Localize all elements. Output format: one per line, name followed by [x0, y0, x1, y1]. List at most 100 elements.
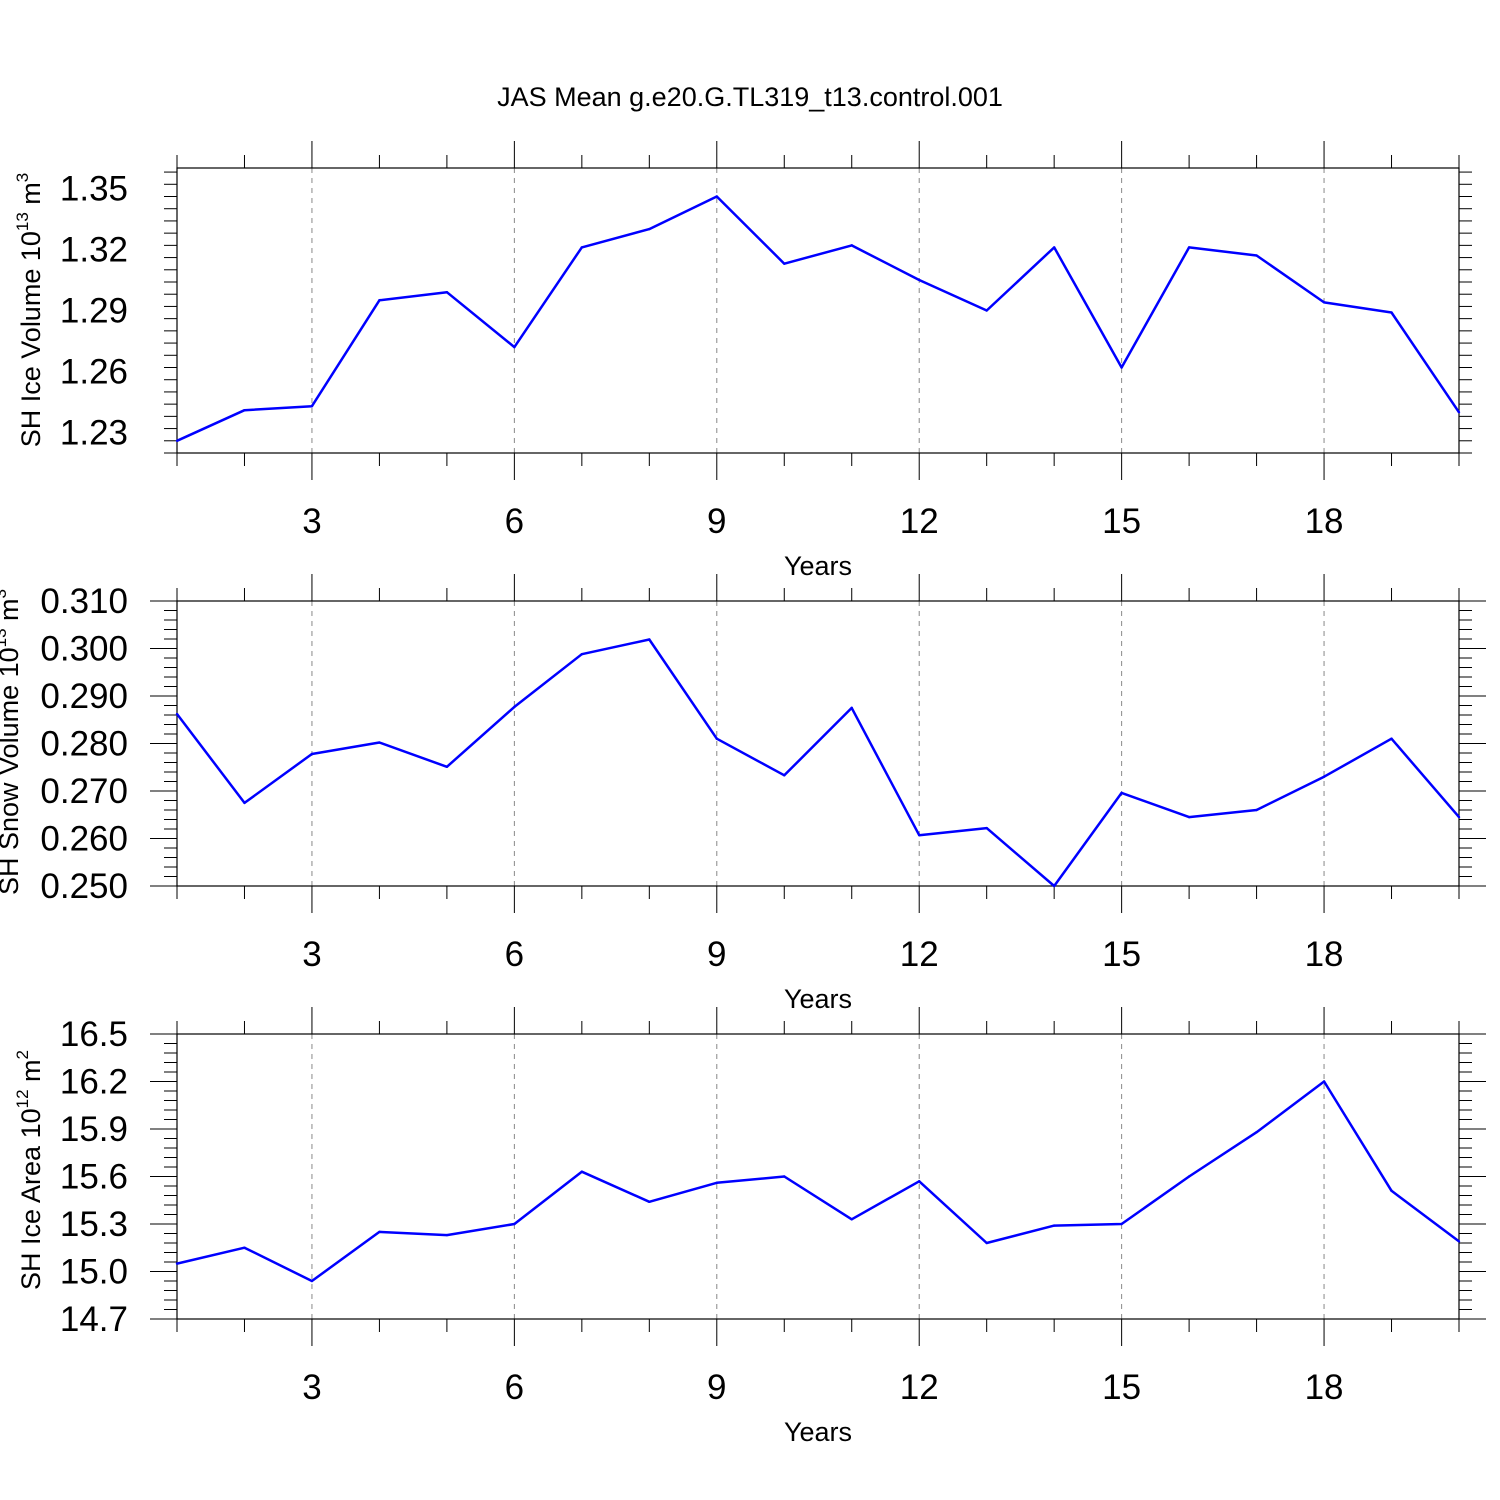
y-tick-label: 15.3 — [60, 1205, 128, 1244]
data-point — [648, 227, 651, 231]
data-point — [850, 1218, 853, 1221]
data-point — [580, 246, 584, 249]
x-tick-label: 3 — [302, 935, 321, 974]
data-point — [1457, 815, 1461, 819]
x-tick-label: 15 — [1102, 1368, 1141, 1407]
panel-1: 1.23 1.26 1.29 1.32 1.35 3 6 9 12 15 18 Years SH Ice… — [13, 141, 1472, 581]
data-point — [243, 801, 246, 805]
y-axis-label: SH Ice Area 1012 m2 — [13, 1050, 46, 1290]
data-point — [310, 752, 314, 756]
data-point — [175, 1262, 179, 1265]
panel-2: 0.250 0.260 0.270 0.280 0.290 0.300 0.310 3 6 9 12… — [0, 574, 1486, 1014]
data-point — [1120, 1222, 1123, 1226]
y-tick-label: 0.260 — [40, 820, 128, 859]
series-line — [176, 638, 1460, 888]
x-tick-label: 15 — [1102, 502, 1141, 541]
data-point — [985, 1241, 988, 1245]
y-tick-label: 1.23 — [60, 414, 128, 453]
data-point — [985, 826, 988, 830]
y-tick-label: 0.310 — [40, 582, 128, 621]
data-point — [378, 741, 381, 744]
data-point — [1457, 1240, 1461, 1243]
y-tick-label: 0.270 — [40, 772, 128, 811]
x-tick-label: 6 — [505, 1368, 524, 1407]
data-point — [580, 653, 584, 656]
y-tick-label: 15.0 — [60, 1253, 128, 1292]
data-point — [378, 299, 381, 302]
y-tick-label: 0.250 — [40, 867, 128, 906]
data-point — [850, 244, 853, 247]
x-axis-label: Years — [784, 984, 852, 1014]
data-point — [1322, 775, 1326, 778]
x-tick-label: 12 — [900, 1368, 939, 1407]
data-point — [243, 1246, 246, 1249]
data-point — [783, 1175, 786, 1178]
data-point — [1322, 1080, 1326, 1083]
data-point — [243, 409, 246, 412]
data-point — [918, 1180, 921, 1183]
x-tick-label: 3 — [302, 502, 321, 541]
data-point — [1390, 737, 1393, 740]
y-tick-label: 15.9 — [60, 1110, 128, 1149]
panels: 1.23 1.26 1.29 1.32 1.35 3 6 9 12 15 18 Years SH Ice… — [0, 141, 1486, 1447]
y-tick-label: 0.300 — [40, 630, 128, 669]
x-tick-label: 6 — [505, 935, 524, 974]
data-point — [918, 278, 921, 282]
panel-3: 14.7 15.0 15.3 15.6 15.9 16.2 16.5 3 6 9 12 15 18 Yea… — [13, 1007, 1486, 1447]
data-point — [1187, 1175, 1191, 1178]
data-point — [648, 1200, 651, 1204]
plot-frame — [176, 167, 1460, 454]
y-tick-label: 1.26 — [60, 353, 128, 392]
y-tick-label: 0.290 — [40, 677, 128, 716]
figure-title: JAS Mean g.e20.G.TL319_t13.control.001 — [497, 82, 1003, 112]
data-point — [648, 638, 651, 641]
data-point — [1120, 366, 1123, 369]
y-axis-label: SH Snow Volume 1013 m3 — [0, 589, 24, 895]
data-point — [1255, 254, 1258, 257]
x-axis-label: Years — [784, 1417, 852, 1447]
data-point — [1255, 1130, 1258, 1134]
x-axis-label: Years — [784, 551, 852, 581]
y-tick-label: 15.6 — [60, 1158, 128, 1197]
data-point — [513, 1222, 516, 1226]
x-tick-label: 9 — [707, 502, 726, 541]
x-tick-label: 12 — [900, 935, 939, 974]
x-tick-label: 12 — [900, 502, 939, 541]
data-point — [715, 1181, 718, 1185]
data-point — [175, 712, 179, 716]
y-tick-label: 0.280 — [40, 725, 128, 764]
y-tick-label: 1.32 — [60, 230, 128, 269]
data-point — [378, 1230, 381, 1234]
y-tick-label: 1.35 — [60, 169, 128, 208]
x-tick-label: 15 — [1102, 935, 1141, 974]
data-point — [1457, 411, 1461, 414]
data-point — [1390, 1189, 1393, 1192]
x-tick-label: 18 — [1305, 502, 1344, 541]
data-point — [445, 1233, 449, 1237]
y-tick-label: 16.2 — [60, 1063, 128, 1102]
data-point — [310, 1279, 314, 1283]
data-point — [513, 345, 516, 349]
plot-frame — [176, 1033, 1460, 1320]
x-tick-label: 9 — [707, 1368, 726, 1407]
x-tick-label: 9 — [707, 935, 726, 974]
y-tick-label: 1.29 — [60, 292, 128, 331]
data-point — [1187, 815, 1191, 819]
data-point — [918, 833, 921, 837]
data-point — [513, 705, 516, 709]
series-line — [176, 195, 1461, 442]
y-tick-label: 16.5 — [60, 1015, 128, 1054]
series-line — [176, 1080, 1460, 1283]
data-point — [1052, 1224, 1056, 1227]
y-tick-label: 14.7 — [60, 1300, 128, 1339]
data-point — [783, 774, 786, 777]
data-point — [1052, 246, 1056, 249]
x-tick-label: 18 — [1305, 935, 1344, 974]
y-axis-label: SH Ice Volume 1013 m3 — [13, 173, 46, 448]
data-point — [310, 404, 314, 408]
data-point — [715, 195, 718, 198]
data-point — [1052, 884, 1056, 888]
data-point — [445, 765, 449, 768]
data-point — [175, 439, 179, 442]
